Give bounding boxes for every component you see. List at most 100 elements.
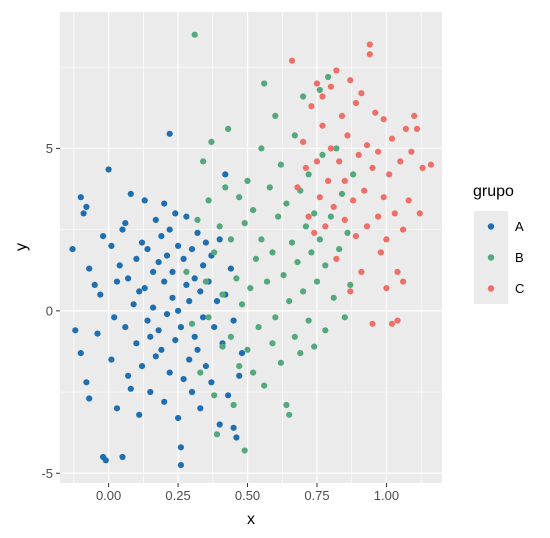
point-C — [294, 184, 301, 191]
point-B — [325, 73, 332, 81]
x-tick-label: 0.50 — [235, 488, 260, 503]
point-A — [133, 340, 140, 347]
series-A — [69, 130, 246, 469]
point-B — [244, 177, 251, 184]
point-A — [91, 281, 98, 288]
point-B — [227, 333, 234, 340]
point-B — [336, 246, 343, 253]
point-B — [216, 223, 223, 230]
point-A — [202, 239, 209, 246]
point-B — [258, 145, 265, 152]
point-C — [352, 99, 359, 107]
point-C — [391, 210, 398, 217]
point-B — [258, 236, 265, 243]
point-B — [227, 236, 234, 243]
point-A — [200, 262, 207, 269]
point-C — [302, 164, 309, 171]
point-B — [250, 369, 257, 376]
legend-label-C: C — [515, 281, 524, 296]
point-B — [233, 275, 240, 282]
point-C — [305, 213, 312, 220]
point-C — [341, 177, 348, 184]
point-B — [330, 294, 337, 301]
point-A — [130, 301, 137, 308]
point-C — [361, 187, 368, 194]
point-A — [233, 434, 240, 441]
point-A — [155, 327, 162, 334]
point-C — [411, 112, 418, 119]
point-A — [169, 268, 176, 275]
point-A — [150, 304, 157, 311]
point-C — [322, 223, 329, 230]
point-C — [327, 145, 334, 152]
legend-title: grupo — [473, 183, 514, 200]
point-B — [200, 158, 207, 165]
point-A — [177, 462, 184, 469]
point-B — [272, 314, 279, 321]
point-A — [141, 285, 148, 292]
point-B — [316, 86, 323, 94]
point-C — [347, 77, 354, 84]
point-C — [311, 229, 318, 236]
point-B — [272, 112, 279, 119]
point-C — [308, 103, 315, 110]
point-B — [263, 278, 271, 285]
x-tick-label: 0.00 — [96, 488, 121, 503]
point-B — [283, 200, 290, 207]
point-A — [202, 363, 209, 370]
point-A — [175, 242, 182, 249]
point-C — [355, 151, 362, 158]
point-B — [313, 278, 321, 285]
y-axis-title: y — [13, 243, 30, 251]
point-A — [166, 130, 173, 137]
point-A — [166, 369, 173, 376]
point-A — [213, 298, 221, 305]
point-A — [166, 226, 173, 233]
point-A — [147, 388, 154, 396]
point-C — [338, 112, 346, 119]
point-B — [305, 171, 312, 178]
point-B — [286, 298, 293, 305]
point-B — [322, 262, 329, 269]
point-B — [277, 161, 284, 168]
point-C — [408, 148, 415, 155]
point-C — [386, 171, 393, 178]
point-C — [358, 90, 365, 97]
point-B — [222, 184, 229, 191]
point-C — [405, 197, 412, 204]
point-B — [286, 411, 293, 418]
point-B — [277, 359, 284, 366]
point-B — [188, 320, 196, 327]
point-A — [83, 203, 90, 210]
point-C — [350, 197, 357, 204]
point-C — [380, 194, 387, 201]
point-C — [383, 236, 390, 243]
point-A — [138, 363, 146, 370]
point-C — [363, 142, 371, 149]
point-A — [127, 190, 134, 197]
point-B — [219, 291, 226, 298]
point-A — [197, 288, 204, 295]
point-A — [158, 346, 165, 353]
y-axis: -5 0 5 — [41, 141, 60, 481]
point-A — [197, 405, 204, 412]
legend-label-B: B — [515, 250, 524, 265]
grid-major — [60, 12, 442, 483]
point-A — [216, 421, 223, 428]
point-C — [388, 320, 396, 327]
point-A — [113, 278, 121, 285]
point-B — [300, 288, 307, 295]
point-C — [400, 226, 407, 233]
point-B — [247, 285, 254, 292]
point-B — [291, 132, 298, 139]
point-B — [311, 210, 318, 217]
point-A — [111, 314, 118, 321]
legend-dot-A — [487, 223, 495, 230]
point-A — [175, 414, 182, 422]
point-A — [138, 239, 146, 246]
point-C — [313, 80, 321, 87]
point-A — [211, 324, 218, 331]
point-C — [394, 317, 401, 324]
point-C — [416, 210, 423, 217]
point-A — [169, 294, 176, 301]
